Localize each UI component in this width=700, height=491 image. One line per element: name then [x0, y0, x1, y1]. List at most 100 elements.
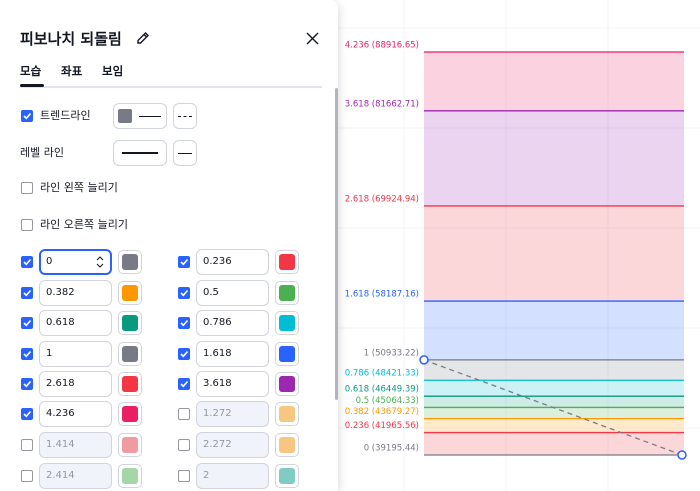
- level-color-swatch[interactable]: [275, 402, 299, 426]
- level-label: 0.786 (48421.33): [345, 369, 419, 379]
- checkbox[interactable]: [21, 439, 33, 451]
- checkbox[interactable]: [21, 110, 33, 122]
- level-label: 0.382 (43679.27): [345, 407, 419, 417]
- checkbox[interactable]: [21, 348, 33, 360]
- level-input[interactable]: 0.236: [196, 249, 269, 275]
- level-color-swatch[interactable]: [118, 372, 142, 396]
- checkbox[interactable]: [21, 287, 33, 299]
- level-label: 1 (50933.22): [364, 348, 419, 358]
- level-label: 4.236 (88916.65): [345, 41, 419, 51]
- level-input[interactable]: 1.272: [196, 401, 269, 427]
- level-color-swatch[interactable]: [275, 281, 299, 305]
- tab[interactable]: 모습: [20, 64, 42, 78]
- level-color-swatch[interactable]: [275, 464, 299, 488]
- level-line-width-button[interactable]: [173, 140, 197, 166]
- level-color-swatch[interactable]: [118, 311, 142, 335]
- close-button[interactable]: [305, 31, 320, 46]
- edit-icon[interactable]: [135, 30, 151, 46]
- level-input[interactable]: 0.5: [196, 280, 269, 306]
- level-line-style-button[interactable]: [113, 140, 167, 166]
- checkbox[interactable]: [178, 408, 190, 420]
- tab[interactable]: 보임: [102, 64, 124, 78]
- grid: [338, 0, 700, 491]
- level-band: [424, 380, 684, 397]
- level-color-swatch[interactable]: [275, 250, 299, 274]
- checkbox[interactable]: [21, 182, 33, 194]
- color-fill: [279, 346, 295, 362]
- trendline-dash-button[interactable]: [173, 103, 197, 129]
- level-color-swatch[interactable]: [275, 342, 299, 366]
- checkbox[interactable]: [21, 408, 33, 420]
- checkbox[interactable]: [178, 256, 190, 268]
- checkbox[interactable]: [178, 317, 190, 329]
- level-input[interactable]: 3.618: [196, 371, 269, 397]
- level-color-swatch[interactable]: [118, 342, 142, 366]
- level-label: 2.618 (69924.94): [345, 194, 419, 204]
- color-fill: [279, 437, 295, 453]
- level-input[interactable]: 1.414: [39, 432, 112, 458]
- checkbox[interactable]: [178, 287, 190, 299]
- level-input[interactable]: 0: [39, 249, 112, 275]
- level-input[interactable]: 0.786: [196, 310, 269, 336]
- level-input[interactable]: 0.618: [39, 310, 112, 336]
- level-label: 3.618 (81662.71): [345, 99, 419, 109]
- level-label: 0 (39195.44): [364, 444, 419, 454]
- level-color-swatch[interactable]: [275, 372, 299, 396]
- color-fill: [279, 315, 295, 331]
- color-fill: [279, 468, 295, 484]
- color-fill: [279, 406, 295, 422]
- level-input[interactable]: 0.382: [39, 280, 112, 306]
- anchor-handle[interactable]: [677, 450, 687, 460]
- active-tab-underline: [20, 84, 44, 87]
- tab[interactable]: 좌표: [61, 64, 83, 78]
- extend-right-label: 라인 오른쪽 늘리기: [40, 218, 128, 231]
- level-color-swatch[interactable]: [275, 433, 299, 457]
- color-fill: [122, 254, 138, 270]
- color-fill: [279, 285, 295, 301]
- checkbox[interactable]: [21, 256, 33, 268]
- line-sample: [139, 116, 161, 117]
- level-input[interactable]: 2.414: [39, 463, 112, 489]
- level-label: 0.236 (41965.56): [345, 421, 419, 431]
- checkbox[interactable]: [21, 317, 33, 329]
- level-line-label: 레벨 라인: [20, 146, 64, 159]
- level-color-swatch[interactable]: [118, 281, 142, 305]
- checkbox[interactable]: [178, 470, 190, 482]
- trendline-style-button[interactable]: [113, 103, 167, 129]
- level-color-swatch[interactable]: [275, 311, 299, 335]
- color-fill: [279, 254, 295, 270]
- checkbox[interactable]: [21, 219, 33, 231]
- color-fill: [122, 285, 138, 301]
- color-fill: [122, 406, 138, 422]
- level-input[interactable]: 2.618: [39, 371, 112, 397]
- level-band: [424, 52, 684, 111]
- level-color-swatch[interactable]: [118, 433, 142, 457]
- level-band: [424, 407, 684, 419]
- level-color-swatch[interactable]: [118, 250, 142, 274]
- level-band: [424, 301, 684, 360]
- dialog-title: 피보나치 되돌림: [20, 30, 122, 48]
- level-color-swatch[interactable]: [118, 402, 142, 426]
- level-label: 1.618 (58187.16): [345, 290, 419, 300]
- color-fill: [122, 376, 138, 392]
- level-band: [424, 359, 684, 381]
- checkbox[interactable]: [178, 348, 190, 360]
- checkbox[interactable]: [21, 378, 33, 390]
- level-input[interactable]: 1: [39, 341, 112, 367]
- checkbox[interactable]: [178, 439, 190, 451]
- level-input[interactable]: 2: [196, 463, 269, 489]
- level-input[interactable]: 4.236: [39, 401, 112, 427]
- scrollbar[interactable]: [335, 88, 338, 400]
- checkbox[interactable]: [21, 470, 33, 482]
- level-band: [424, 418, 684, 433]
- level-input[interactable]: 1.618: [196, 341, 269, 367]
- color-fill: [279, 376, 295, 392]
- trendline-label: 트렌드라인: [40, 109, 91, 122]
- checkbox[interactable]: [178, 378, 190, 390]
- tab-divider: [20, 86, 322, 88]
- level-input[interactable]: 2.272: [196, 432, 269, 458]
- level-color-swatch[interactable]: [118, 464, 142, 488]
- anchor-handle[interactable]: [419, 355, 429, 365]
